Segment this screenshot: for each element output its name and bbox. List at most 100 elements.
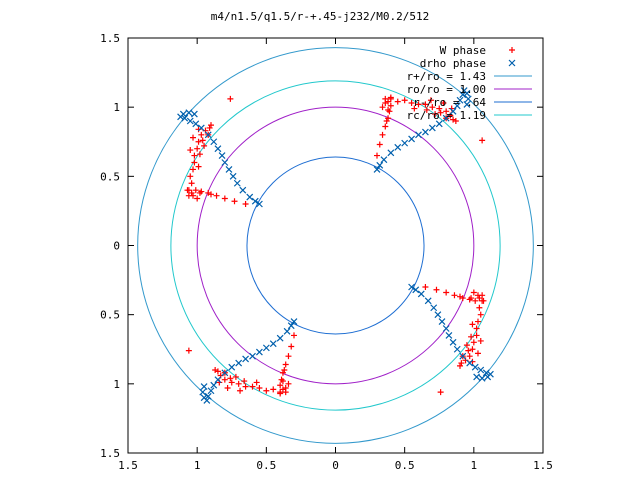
data-point	[199, 388, 207, 396]
y-tick-label: 0.5	[100, 170, 120, 183]
data-point	[218, 152, 226, 160]
data-point	[181, 114, 189, 122]
y-tick-label: 1.5	[100, 32, 120, 45]
data-point	[194, 145, 201, 152]
data-point	[451, 292, 458, 299]
x-tick-label: 1	[471, 459, 478, 472]
legend-label: r-/ro = .64	[413, 96, 486, 109]
data-point	[283, 327, 291, 335]
data-point	[231, 198, 238, 205]
data-point	[468, 333, 475, 340]
data-point	[192, 120, 200, 128]
data-point	[466, 359, 474, 367]
data-point	[394, 143, 402, 151]
data-point	[415, 101, 422, 108]
legend-label: W phase	[440, 44, 486, 57]
data-point	[214, 368, 221, 375]
data-point	[185, 187, 192, 194]
data-point	[438, 318, 446, 326]
data-point	[387, 149, 395, 157]
data-point	[225, 165, 233, 173]
data-point	[469, 346, 476, 353]
x-tick-label: 0.5	[256, 459, 276, 472]
data-point	[208, 191, 214, 198]
data-point	[187, 173, 194, 180]
data-point	[385, 115, 392, 122]
data-point	[376, 161, 384, 169]
data-point	[428, 124, 436, 132]
data-point	[277, 382, 284, 389]
data-point	[185, 109, 193, 117]
data-point	[477, 311, 484, 318]
data-point	[288, 343, 295, 350]
data-point	[379, 104, 386, 111]
data-point	[232, 373, 239, 380]
series-w-phase	[184, 94, 487, 397]
data-point	[213, 192, 220, 199]
data-point	[466, 353, 473, 360]
data-point	[270, 386, 277, 393]
data-point	[262, 344, 270, 352]
data-point	[208, 122, 214, 129]
data-point	[424, 297, 432, 305]
data-point	[442, 114, 450, 122]
data-point	[463, 89, 471, 97]
data-point	[200, 383, 208, 391]
data-point	[477, 366, 485, 374]
data-point	[276, 334, 284, 342]
data-point	[200, 394, 208, 402]
y-tick-label: 0	[113, 240, 120, 253]
data-point	[194, 195, 201, 202]
data-point	[281, 367, 288, 373]
legend-marker	[509, 47, 515, 53]
data-point	[228, 363, 236, 371]
data-point	[408, 135, 416, 143]
data-point	[290, 318, 298, 326]
data-point	[188, 180, 195, 187]
data-point	[187, 147, 194, 154]
y-tick-label: 0.5	[100, 309, 120, 322]
data-point	[380, 156, 388, 164]
x-tick-label: 1.5	[533, 459, 553, 472]
data-point	[196, 189, 203, 196]
data-point	[239, 186, 247, 194]
data-point	[456, 96, 464, 104]
data-point	[385, 98, 392, 105]
data-point	[412, 286, 420, 294]
data-point	[401, 139, 409, 147]
data-point	[449, 107, 457, 115]
legend-label: rc/ro = 1.19	[407, 109, 486, 122]
data-point	[476, 304, 483, 311]
data-point	[221, 376, 228, 383]
data-point	[190, 134, 197, 141]
data-point	[249, 352, 256, 360]
data-point	[473, 373, 481, 381]
data-point	[197, 124, 205, 132]
data-point	[207, 387, 215, 395]
data-point	[195, 138, 202, 145]
data-point	[478, 374, 486, 382]
data-point	[210, 138, 218, 146]
reference-circle	[170, 80, 501, 411]
data-point	[464, 95, 472, 103]
data-point	[235, 380, 242, 387]
x-tick-label: 0.5	[395, 459, 415, 472]
y-tick-label: 1	[113, 378, 120, 391]
data-point	[440, 100, 447, 107]
data-point	[279, 369, 286, 376]
data-point	[443, 289, 450, 296]
data-point	[206, 124, 213, 131]
data-point	[387, 102, 394, 109]
data-point	[228, 379, 235, 386]
data-point	[383, 118, 390, 124]
reference-circle	[137, 47, 534, 444]
data-point	[185, 347, 192, 354]
data-point	[437, 109, 444, 116]
reference-circle	[246, 156, 425, 335]
legend-label: ro/ro = 1.00	[407, 83, 486, 96]
data-point	[242, 383, 249, 390]
data-point	[429, 104, 436, 111]
data-point	[459, 352, 467, 360]
data-point	[417, 290, 425, 298]
data-point	[411, 105, 418, 112]
